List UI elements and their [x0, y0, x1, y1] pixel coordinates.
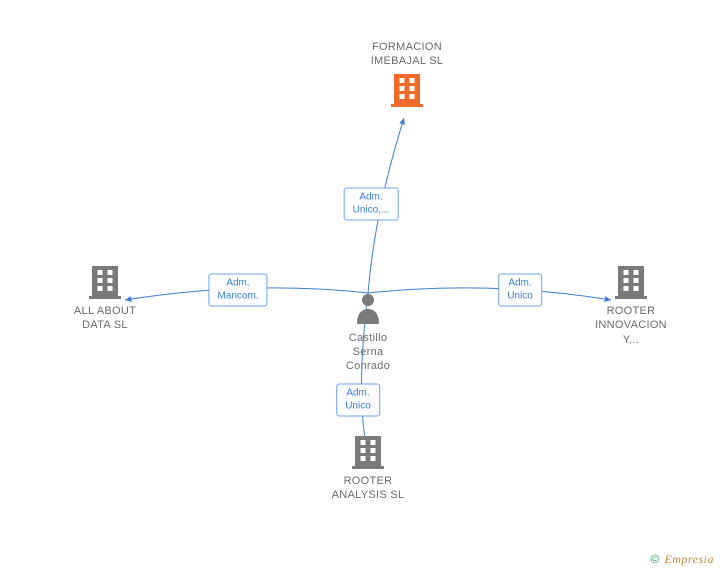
- edge-label: Adm. Mancom.: [208, 274, 267, 307]
- edge-label: Adm. Unico,...: [344, 188, 399, 221]
- outer-node-label: FORMACION IMEBAJAL SL: [347, 40, 467, 69]
- outer-node: FORMACION IMEBAJAL SL: [347, 38, 467, 69]
- building-icon: [615, 266, 647, 299]
- footer-branding: © Empresia: [650, 552, 714, 567]
- building-icon: [391, 74, 423, 107]
- outer-node: ROOTER ANALYSIS SL: [308, 472, 428, 503]
- edge-label: Adm. Unico: [336, 384, 380, 417]
- outer-node-label: ROOTER ANALYSIS SL: [308, 474, 428, 503]
- copyright-symbol: ©: [650, 552, 659, 566]
- brand-name: Empresia: [664, 552, 714, 566]
- outer-node-label: ALL ABOUT DATA SL: [45, 304, 165, 333]
- person-icon: [355, 292, 381, 324]
- building-icon: [89, 266, 121, 299]
- building-icon: [352, 436, 384, 469]
- edge-label: Adm. Unico: [498, 274, 542, 307]
- center-node-label: Castillo Serna Conrado: [323, 331, 413, 374]
- outer-node-label: ROOTER INNOVACION Y...: [571, 304, 691, 347]
- center-node-person: Castillo Serna Conrado: [323, 278, 413, 388]
- outer-node: ALL ABOUT DATA SL: [45, 302, 165, 333]
- outer-node: ROOTER INNOVACION Y...: [571, 302, 691, 347]
